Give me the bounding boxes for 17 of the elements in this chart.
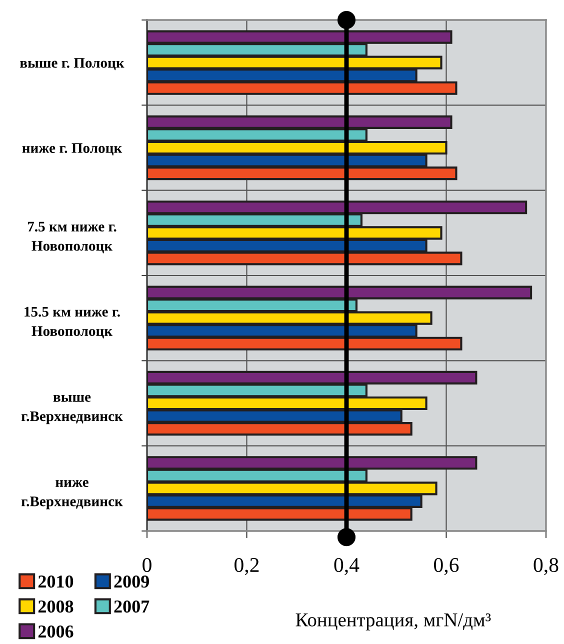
legend-label: 2009	[114, 576, 149, 588]
x-axis-title: Концентрация, мгN/дм³	[296, 613, 491, 630]
x-tick-label: 0	[142, 558, 152, 572]
legend-label: 2007	[114, 600, 150, 613]
x-tick-label: 0,6	[434, 558, 459, 576]
y-tick-label: 7.5 км ниже г. Новополоцк	[28, 222, 116, 254]
y-tick-label: выше г. Полоцк	[20, 58, 124, 70]
legend-label: 2006	[38, 625, 74, 638]
legend-label: 2008	[38, 600, 74, 613]
y-tick-label: 15.5 км ниже г. Новополоцк	[24, 306, 120, 338]
x-tick-label: 0,2	[234, 558, 259, 576]
y-tick-label: ниже г. Полоцк	[22, 143, 122, 156]
x-tick-label: 0,4	[334, 558, 360, 576]
x-tick-label: 0,8	[534, 558, 558, 576]
y-tick-label: выше г.Верхнедвинск	[21, 394, 123, 424]
y-tick-label: ниже г.Верхнедвинск	[21, 480, 123, 510]
legend-label: 2010	[38, 576, 74, 588]
